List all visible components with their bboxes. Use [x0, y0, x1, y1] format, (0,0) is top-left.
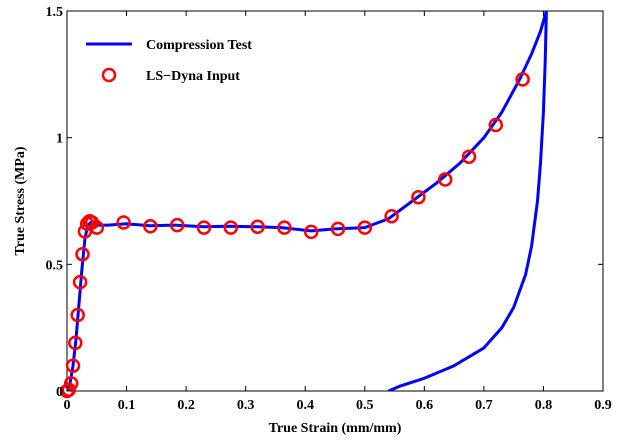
- x-tick-label: 0.3: [237, 398, 255, 413]
- x-tick-label: 0.9: [594, 398, 612, 413]
- ls-dyna-marker: [277, 220, 292, 235]
- compression-test-unloading-curve: [388, 11, 548, 391]
- ls-dyna-marker: [357, 220, 373, 235]
- x-tick-label: 0.4: [296, 398, 314, 413]
- ls-dyna-marker: [68, 335, 83, 351]
- y-tick-label: 1.5: [46, 5, 64, 20]
- compression-test-loading-curve: [67, 11, 548, 391]
- ls-dyna-marker: [250, 219, 265, 235]
- marker-layer: [59, 72, 530, 399]
- legend-label-compression-test: Compression Test: [146, 38, 252, 53]
- x-tick-label: 0.1: [118, 398, 136, 413]
- y-tick-label: 0.5: [46, 258, 64, 273]
- ls-dyna-marker: [461, 149, 477, 164]
- ls-dyna-marker: [303, 224, 319, 240]
- axis-ticks: 0 0.1 0.2 0.3 0.4 0.5 0.6 0.7 0.8 0.9 0 0.5 1 1.5: [46, 5, 612, 413]
- x-tick-label: 0.8: [535, 398, 553, 413]
- legend: Compression Test LS−Dyna Input: [86, 38, 252, 84]
- ls-dyna-marker: [116, 215, 131, 230]
- ls-dyna-marker: [75, 246, 90, 262]
- y-tick-label: 1: [56, 132, 63, 147]
- ls-dyna-marker: [63, 376, 79, 391]
- ls-dyna-marker: [437, 172, 453, 187]
- ls-dyna-marker: [169, 217, 185, 233]
- ls-dyna-marker: [143, 219, 158, 234]
- legend-marker-swatch: [101, 67, 117, 83]
- ls-dyna-marker: [488, 117, 504, 133]
- ls-dyna-marker: [72, 274, 88, 290]
- ls-dyna-marker: [223, 220, 239, 235]
- ls-dyna-marker: [196, 220, 212, 235]
- x-axis-title: True Strain (mm/mm): [269, 421, 402, 436]
- ls-dyna-marker: [384, 208, 399, 224]
- x-tick-label: 0.6: [416, 398, 434, 413]
- y-axis-title: True Stress (MPa): [13, 146, 28, 255]
- x-tick-label: 0: [64, 398, 71, 413]
- x-tick-label: 0.5: [356, 398, 374, 413]
- x-tick-label: 0.2: [177, 398, 195, 413]
- y-tick-label: 0: [56, 385, 63, 400]
- series-layer: [67, 11, 548, 391]
- ls-dyna-marker: [65, 358, 81, 373]
- ls-dyna-marker: [61, 382, 77, 397]
- plot-area: [66, 10, 604, 392]
- x-tick-label: 0.7: [475, 398, 493, 413]
- ls-dyna-marker: [89, 220, 105, 235]
- legend-label-ls-dyna-input: LS−Dyna Input: [146, 69, 240, 84]
- ls-dyna-marker: [411, 189, 426, 205]
- ls-dyna-marker: [70, 307, 85, 323]
- ls-dyna-marker: [330, 221, 346, 237]
- ls-dyna-marker: [515, 72, 530, 87]
